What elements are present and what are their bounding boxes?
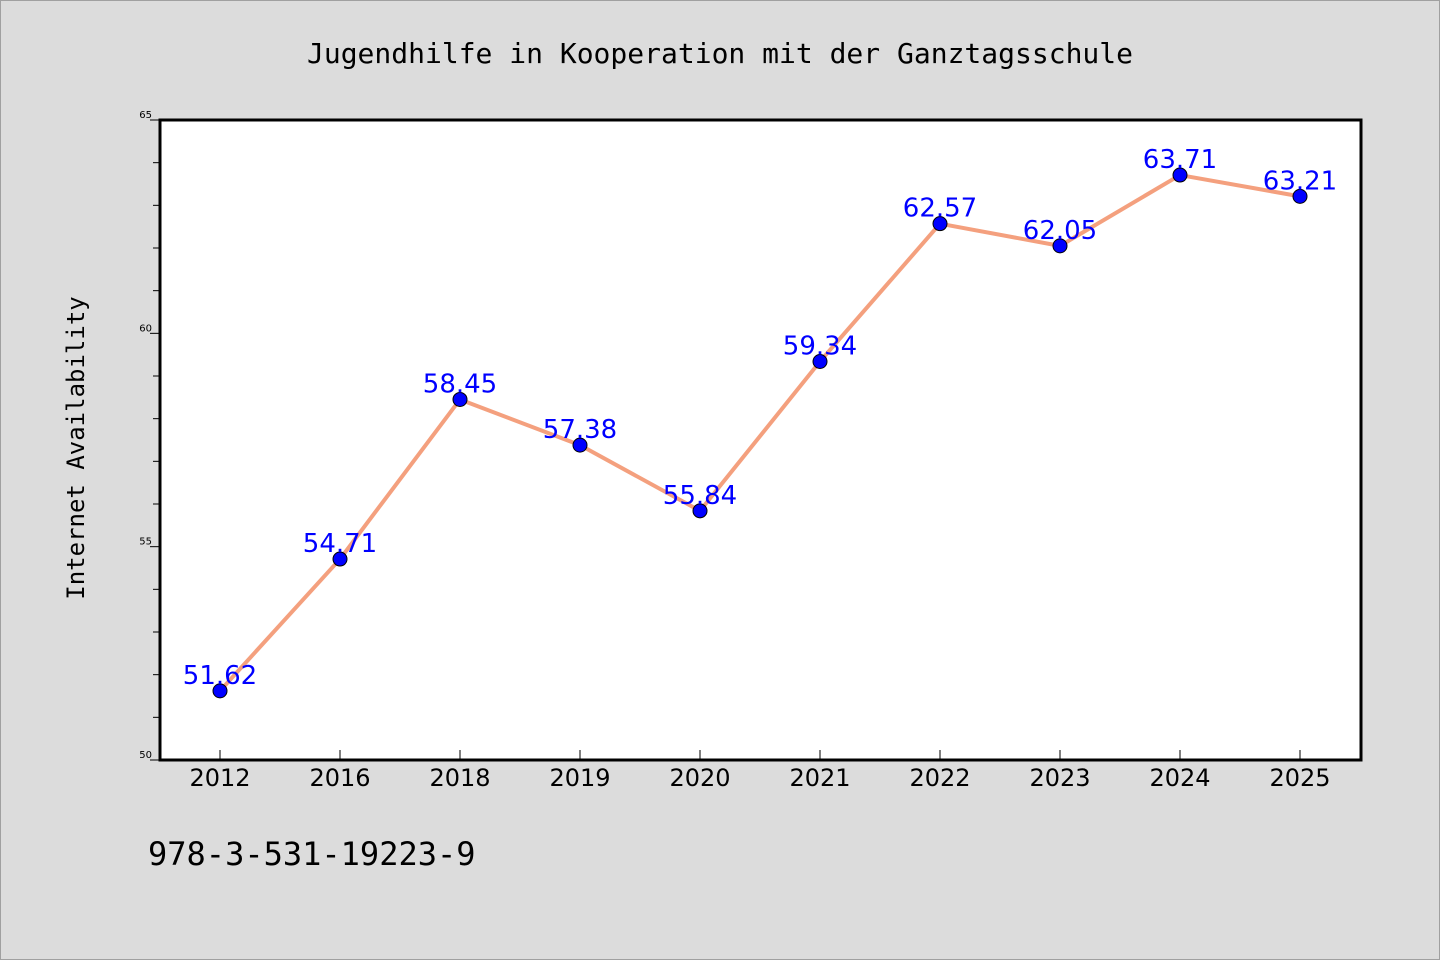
data-label: 62.05 — [1023, 216, 1097, 246]
data-label: 62.57 — [903, 194, 977, 224]
x-tick-label: 2024 — [1149, 764, 1210, 792]
x-tick-label: 2020 — [669, 764, 730, 792]
data-label: 51.62 — [183, 661, 257, 691]
data-point — [572, 437, 588, 453]
data-point — [1052, 238, 1068, 254]
data-point — [1292, 188, 1308, 204]
data-label: 55.84 — [663, 481, 737, 511]
data-label: 54.71 — [303, 529, 377, 559]
data-label: 63.71 — [1143, 145, 1217, 175]
plot-area — [158, 118, 1363, 762]
data-label: 57.38 — [543, 415, 617, 445]
series-line-group — [218, 173, 1302, 693]
x-tick-label: 2023 — [1029, 764, 1090, 792]
y-tick-label: 60 — [139, 323, 152, 334]
x-tick-label: 2025 — [1269, 764, 1330, 792]
data-label: 63.21 — [1263, 166, 1337, 196]
y-tick-label: 50 — [139, 750, 152, 761]
data-point — [1172, 167, 1188, 183]
y-axis-label: Internet Availability — [62, 296, 90, 599]
y-axis: 50 55 60 65 — [139, 110, 160, 761]
data-point — [692, 503, 708, 519]
chart-title: Jugendhilfe in Kooperation mit der Ganzt… — [307, 37, 1133, 70]
x-tick-label: 2016 — [309, 764, 370, 792]
x-tick-label: 2012 — [189, 764, 250, 792]
data-point — [932, 216, 948, 232]
isbn-footnote: 978-3-531-19223-9 — [148, 835, 476, 873]
series-line — [218, 173, 1302, 693]
data-point — [212, 683, 228, 699]
data-point — [812, 353, 828, 369]
data-point — [452, 391, 468, 407]
y-tick-label: 65 — [139, 110, 152, 121]
data-labels: 51.62 54.71 58.45 57.38 55.84 59.34 62.57 62.05… — [183, 145, 1337, 691]
x-tick-label: 2019 — [549, 764, 610, 792]
data-point — [332, 551, 348, 567]
x-tick-label: 2021 — [789, 764, 850, 792]
y-tick-label: 55 — [139, 537, 152, 548]
x-tick-label: 2022 — [909, 764, 970, 792]
data-label: 59.34 — [783, 331, 857, 361]
data-label: 58.45 — [423, 369, 497, 399]
x-axis: 2012 2016 2018 2019 2020 2021 2022 2023 2024 2025 — [189, 750, 1331, 792]
series-markers — [212, 167, 1308, 699]
x-tick-label: 2018 — [429, 764, 490, 792]
